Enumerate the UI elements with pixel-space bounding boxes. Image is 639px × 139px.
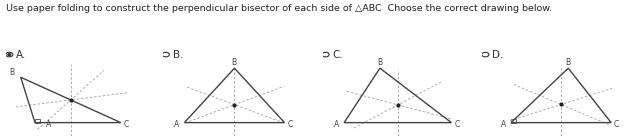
Text: C: C: [288, 120, 293, 129]
Text: C: C: [454, 120, 459, 129]
Text: Use paper folding to construct the perpendicular bisector of each side of △ABC  : Use paper folding to construct the perpe…: [6, 4, 553, 13]
Text: B: B: [9, 68, 14, 77]
Text: C.: C.: [333, 50, 343, 60]
Text: A: A: [334, 120, 339, 129]
Text: D.: D.: [493, 50, 504, 60]
Text: B.: B.: [173, 50, 183, 60]
Text: A: A: [174, 120, 180, 129]
Text: B: B: [377, 58, 382, 67]
Text: B: B: [566, 58, 571, 67]
Text: A: A: [47, 120, 52, 129]
Circle shape: [8, 54, 11, 55]
Text: A: A: [501, 120, 506, 129]
Text: B: B: [231, 58, 236, 67]
Text: A.: A.: [17, 50, 27, 60]
Text: C: C: [124, 120, 129, 129]
Text: C: C: [614, 120, 619, 129]
